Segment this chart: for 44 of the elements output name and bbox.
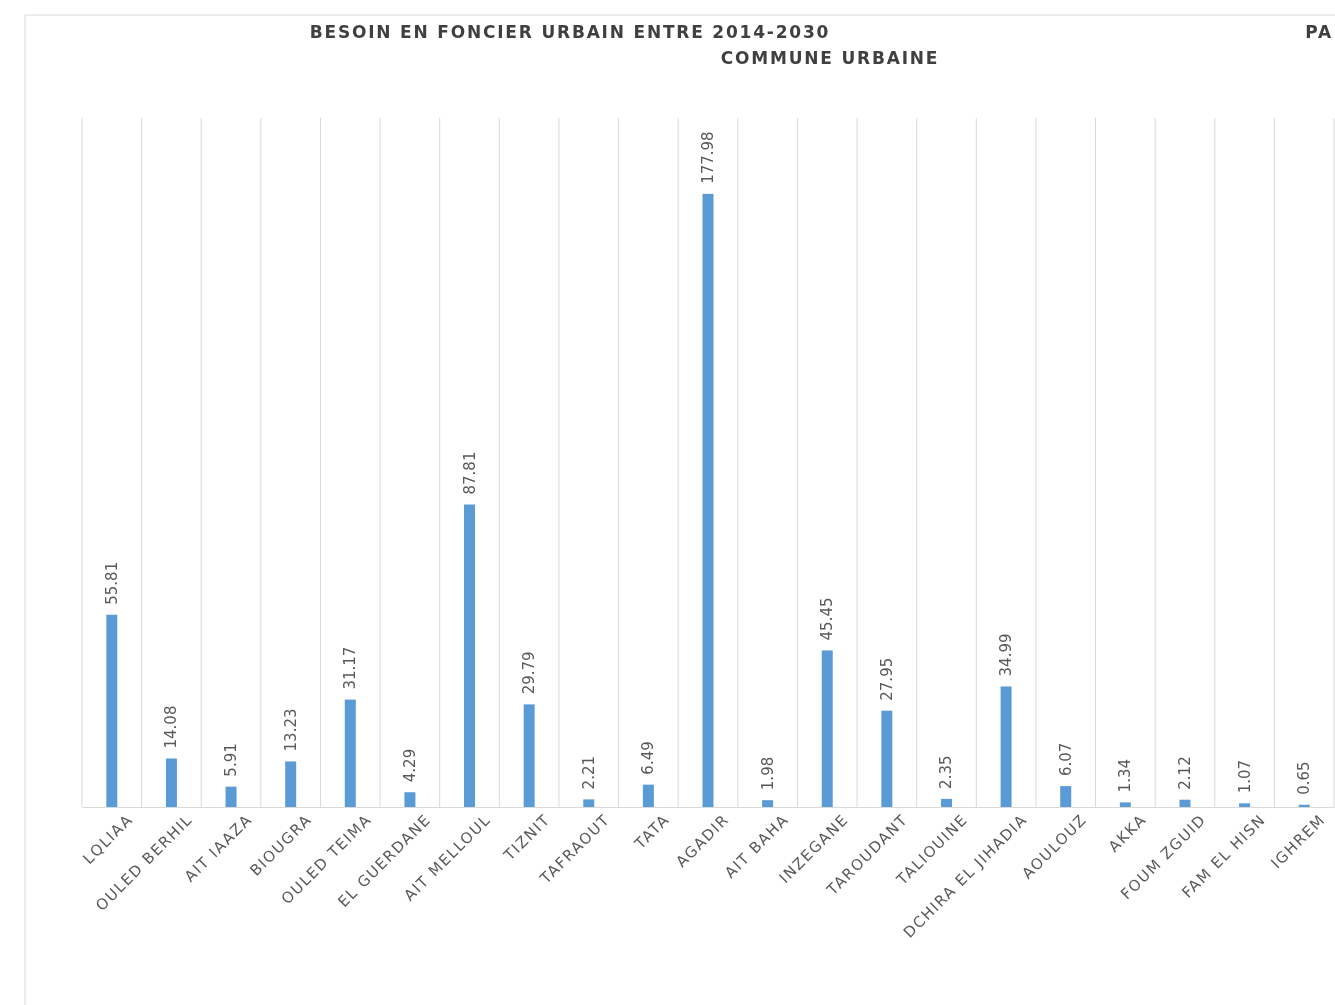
data-label: 6.07 (1056, 742, 1075, 777)
data-label: 1.34 (1116, 758, 1135, 793)
data-label: 1.98 (758, 756, 777, 791)
text: PA (1305, 22, 1333, 42)
bar (344, 699, 356, 807)
data-label: 27.95 (877, 657, 896, 701)
data-label: 5.91 (222, 743, 241, 777)
bar (821, 650, 833, 807)
bar (583, 799, 595, 807)
bar (940, 798, 952, 807)
data-label: 2.35 (937, 755, 956, 789)
chart-subtitle: COMMUNE URBAINE (720, 48, 940, 68)
bar (165, 758, 177, 807)
data-label: 45.45 (818, 597, 837, 641)
bar (523, 704, 535, 807)
data-label: 177.98 (699, 131, 717, 184)
data-label: 29.79 (520, 651, 539, 695)
data-label: 2.12 (1175, 756, 1194, 790)
data-label: 31.17 (341, 646, 360, 690)
bar (106, 614, 118, 807)
data-label: 4.29 (400, 748, 419, 783)
bar (642, 784, 654, 807)
bar (1179, 799, 1191, 807)
bar (1060, 786, 1072, 807)
data-label: 0.65 (1295, 761, 1314, 795)
bar (762, 800, 774, 807)
data-label: 13.23 (281, 708, 300, 752)
chart-title: BESOIN EN FONCIER URBAIN ENTRE 2014-2030 (309, 22, 831, 42)
bar (285, 761, 297, 807)
bar (404, 792, 416, 807)
data-label: 1.07 (1235, 759, 1254, 794)
bar (881, 710, 893, 807)
bar (225, 786, 237, 807)
data-label: 14.08 (162, 705, 181, 749)
data-label: 87.81 (460, 451, 479, 495)
data-label: 2.21 (579, 755, 598, 790)
bar (464, 504, 476, 807)
bar (1239, 803, 1251, 807)
bar (1000, 686, 1012, 807)
bar (702, 193, 714, 807)
data-label: 55.81 (102, 561, 121, 605)
data-label: 34.99 (997, 633, 1016, 677)
bar (1119, 802, 1131, 807)
data-label: 6.49 (639, 741, 658, 775)
